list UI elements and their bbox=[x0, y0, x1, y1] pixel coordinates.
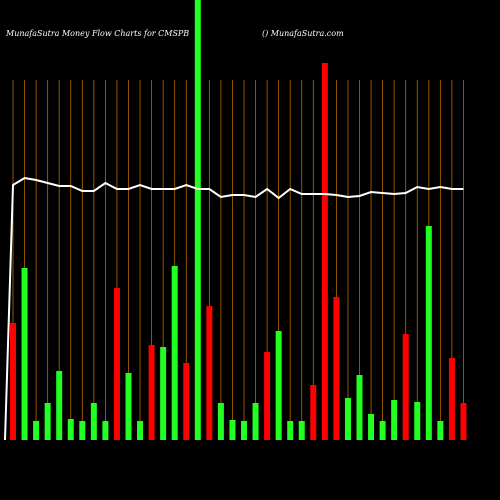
bar bbox=[287, 421, 294, 440]
bar bbox=[90, 403, 97, 440]
bar bbox=[368, 414, 375, 440]
bar bbox=[137, 421, 144, 440]
bar bbox=[171, 266, 178, 440]
bar bbox=[356, 375, 363, 440]
bar bbox=[229, 420, 236, 440]
bar bbox=[333, 297, 340, 440]
bar bbox=[217, 403, 224, 440]
bar bbox=[102, 421, 109, 440]
bar bbox=[10, 323, 16, 440]
bar bbox=[310, 385, 317, 440]
bar bbox=[21, 268, 28, 440]
bar bbox=[56, 371, 63, 440]
bar bbox=[148, 345, 155, 440]
bar bbox=[67, 419, 74, 440]
bar bbox=[252, 403, 259, 440]
bar bbox=[379, 421, 386, 440]
bar bbox=[425, 226, 432, 440]
bar bbox=[113, 288, 120, 440]
bar bbox=[125, 373, 132, 440]
bar bbox=[160, 347, 167, 440]
bar bbox=[33, 421, 40, 440]
bar bbox=[321, 63, 328, 440]
bar bbox=[448, 358, 455, 440]
bar bbox=[402, 334, 409, 440]
bar bbox=[460, 403, 467, 440]
bar bbox=[275, 331, 282, 440]
bar bbox=[437, 421, 444, 440]
bar bbox=[241, 421, 247, 440]
bar bbox=[414, 402, 421, 440]
bar bbox=[344, 398, 351, 440]
bar bbox=[194, 0, 201, 440]
chart-title: MunafaSutra Money Flow Charts for CMSPB bbox=[5, 29, 189, 38]
bar bbox=[79, 421, 86, 440]
bar bbox=[264, 352, 271, 440]
bar bbox=[206, 306, 213, 440]
price-line bbox=[4, 176, 464, 441]
bar bbox=[298, 421, 305, 440]
bar bbox=[391, 400, 398, 440]
bar bbox=[44, 403, 51, 440]
chart-subtitle: () MunafaSutra.com bbox=[262, 29, 344, 38]
bar bbox=[183, 363, 190, 440]
